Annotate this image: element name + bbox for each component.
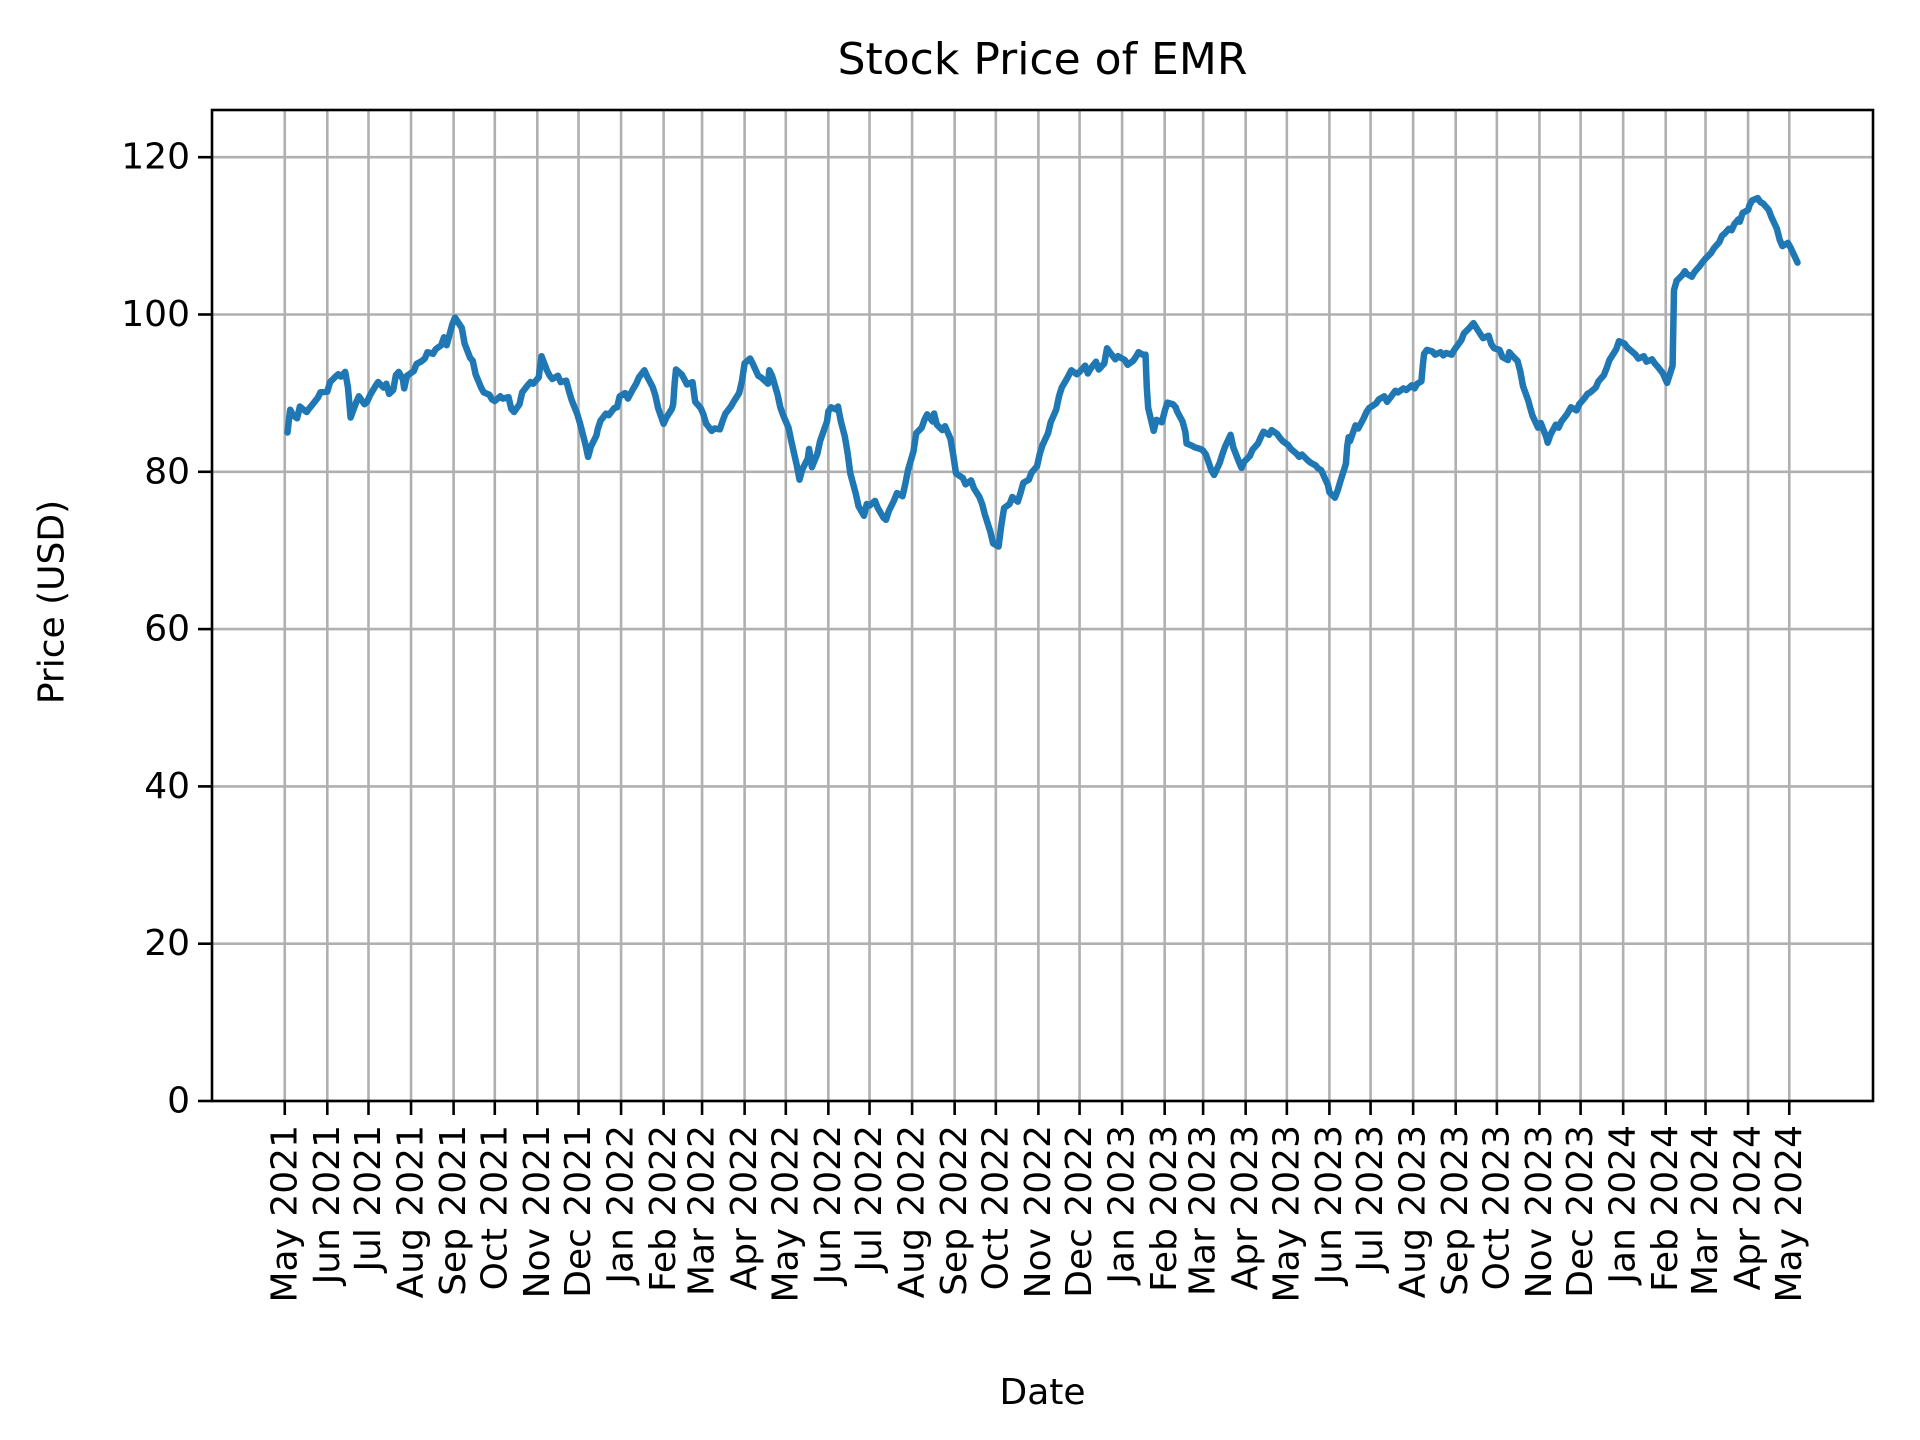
x-tick-label: Aug 2021 (391, 1125, 432, 1298)
x-tick-label: Feb 2024 (1645, 1125, 1686, 1292)
x-tick-label: Jun 2022 (808, 1125, 849, 1286)
y-tick-label: 120 (121, 137, 190, 178)
plot-border (210, 108, 1875, 1103)
x-tick-label: Jan 2024 (1603, 1125, 1644, 1286)
x-tick-label: Mar 2023 (1183, 1125, 1224, 1296)
x-tick-label: Jul 2021 (348, 1125, 389, 1274)
gridlines (212, 110, 1873, 1103)
chart-title: Stock Price of EMR (837, 34, 1248, 85)
x-axis-label: Date (999, 1372, 1086, 1413)
x-tick-label: Feb 2022 (643, 1125, 684, 1292)
x-tick-label: Jan 2022 (601, 1125, 642, 1286)
x-tick-label: Jan 2023 (1102, 1125, 1143, 1286)
x-tick-label: Oct 2021 (474, 1125, 515, 1290)
x-tick-label: Dec 2022 (1059, 1125, 1100, 1298)
x-tick-label: Dec 2021 (558, 1125, 599, 1298)
x-tick-label: Apr 2022 (724, 1125, 765, 1290)
y-tick-label: 0 (167, 1081, 190, 1122)
y-tick-label: 80 (144, 451, 190, 492)
x-tick-label: Oct 2023 (1476, 1125, 1517, 1290)
x-tick-label: May 2022 (765, 1125, 806, 1303)
price-line-series (284, 194, 1801, 550)
x-tick-label: Jun 2023 (1309, 1125, 1350, 1286)
x-tick-label: May 2021 (264, 1125, 305, 1303)
x-tick-label: May 2024 (1769, 1125, 1810, 1303)
x-tick-label: Jun 2021 (307, 1125, 348, 1286)
x-tick-label: Dec 2023 (1560, 1125, 1601, 1298)
x-tick-label: Mar 2022 (682, 1125, 723, 1296)
x-tick-label: Sep 2021 (433, 1125, 474, 1296)
x-tick-label: Oct 2022 (975, 1125, 1016, 1290)
x-tick-label: Jul 2023 (1350, 1125, 1391, 1274)
y-tick-label: 60 (144, 609, 190, 650)
x-axis: May 2021 Jun 2021 Jul 2021 Aug 2021 Sep 2021… (264, 1101, 1810, 1303)
x-tick-label: Nov 2021 (517, 1125, 558, 1298)
x-tick-label: Apr 2024 (1728, 1125, 1769, 1290)
x-tick-label: Aug 2023 (1393, 1125, 1434, 1298)
y-tick-label: 20 (144, 923, 190, 964)
x-tick-label: Aug 2022 (892, 1125, 933, 1298)
x-tick-label: Sep 2022 (934, 1125, 975, 1296)
y-tick-label: 100 (121, 294, 190, 335)
y-tick-label: 40 (144, 766, 190, 807)
x-tick-label: Mar 2024 (1685, 1125, 1726, 1296)
x-tick-label: Nov 2022 (1018, 1125, 1059, 1298)
x-tick-label: May 2023 (1266, 1125, 1307, 1303)
x-tick-label: Nov 2023 (1519, 1125, 1560, 1298)
x-tick-label: Apr 2023 (1225, 1125, 1266, 1290)
x-tick-label: Sep 2023 (1435, 1125, 1476, 1296)
y-axis: 0 20 40 60 80 100 120 (121, 137, 212, 1122)
y-axis-label: Price (USD) (31, 499, 73, 705)
x-tick-label: Jul 2022 (849, 1125, 890, 1274)
x-tick-label: Feb 2023 (1144, 1125, 1185, 1292)
